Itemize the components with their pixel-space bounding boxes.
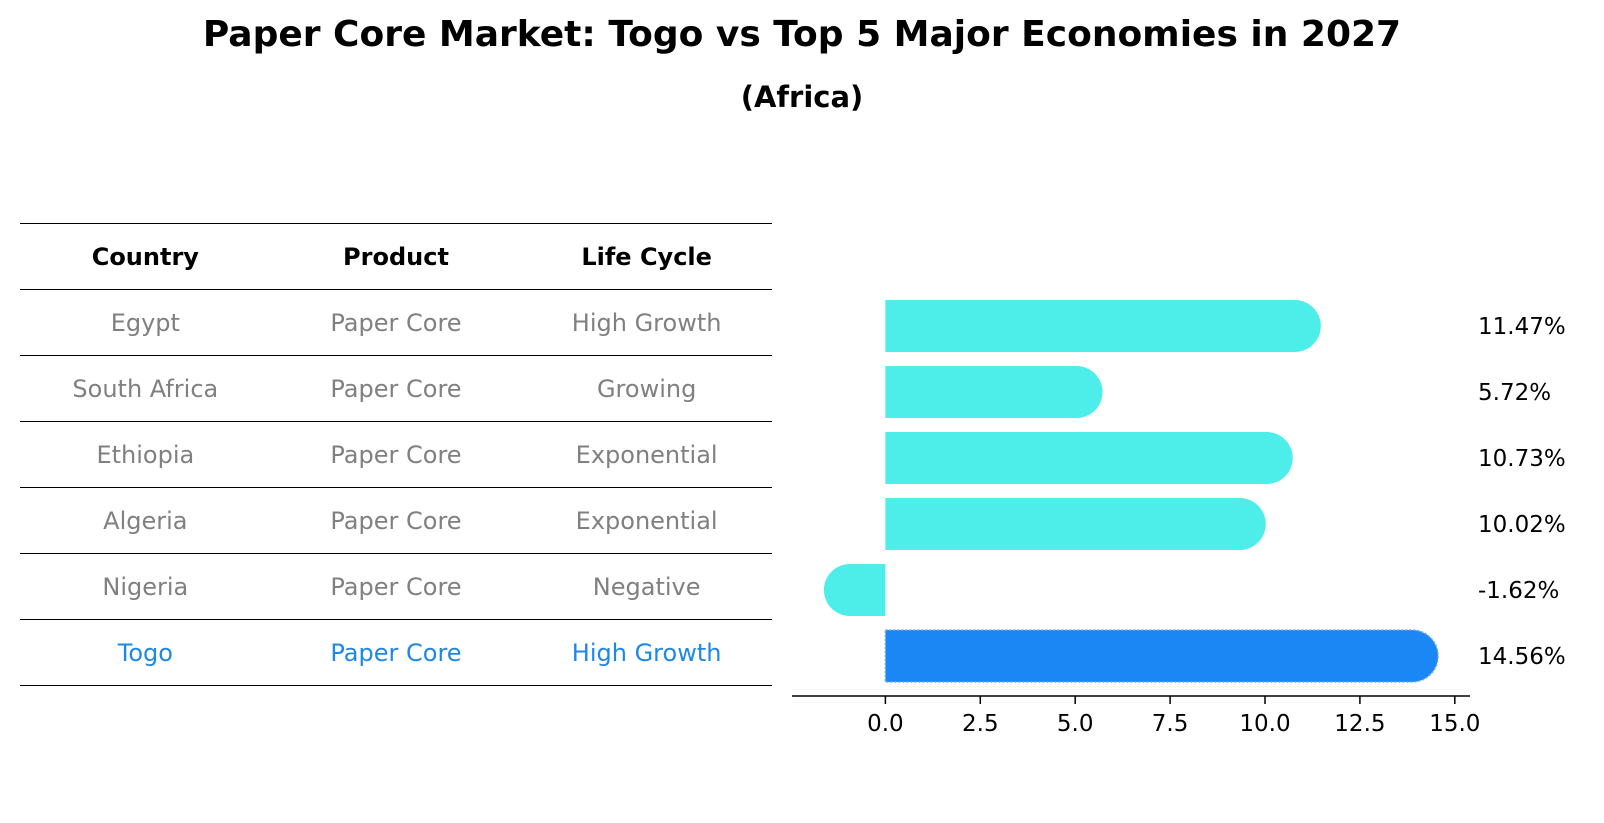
country-cell: Nigeria — [102, 572, 189, 601]
header-product: Product — [343, 242, 449, 271]
country-table: Country Product Life Cycle Egypt Paper C… — [20, 223, 772, 686]
bar — [885, 366, 1103, 418]
value-label: -1.62% — [1478, 578, 1559, 604]
life-cycle-cell: Exponential — [575, 440, 718, 469]
bar — [885, 432, 1293, 484]
country-cell: Ethiopia — [96, 440, 195, 469]
life-cycle-cell: Growing — [596, 374, 697, 403]
table-header-row: Country Product Life Cycle — [20, 224, 772, 290]
value-label: 14.56% — [1478, 644, 1566, 670]
product-cell: Paper Core — [330, 638, 462, 667]
value-label: 5.72% — [1478, 380, 1551, 406]
life-cycle-cell: Negative — [592, 572, 701, 601]
product-cell: Paper Core — [330, 572, 462, 601]
x-tick-label: 5.0 — [1057, 711, 1094, 737]
x-tick-label: 10.0 — [1239, 711, 1290, 737]
country-cell: Algeria — [103, 506, 188, 535]
product-cell: Paper Core — [330, 440, 462, 469]
life-cycle-cell: High Growth — [571, 308, 722, 337]
life-cycle-cell: Exponential — [575, 506, 718, 535]
header-life-cycle: Life Cycle — [581, 242, 712, 271]
table-row: Ethiopia Paper Core Exponential — [20, 422, 772, 488]
value-label: 10.02% — [1478, 512, 1566, 538]
table-row: Egypt Paper Core High Growth — [20, 290, 772, 356]
x-tick-label: 15.0 — [1429, 711, 1480, 737]
table-row: Algeria Paper Core Exponential — [20, 488, 772, 554]
value-label: 11.47% — [1478, 314, 1566, 340]
value-label: 10.73% — [1478, 446, 1566, 472]
x-tick-label: 2.5 — [962, 711, 999, 737]
country-cell: Egypt — [110, 308, 180, 337]
header-country: Country — [91, 242, 199, 271]
bar — [885, 498, 1266, 550]
table-row: Nigeria Paper Core Negative — [20, 554, 772, 620]
table-row-highlight: Togo Paper Core High Growth — [20, 620, 772, 686]
bar — [823, 564, 886, 616]
x-tick-label: 7.5 — [1152, 711, 1189, 737]
country-cell: Togo — [117, 638, 173, 667]
product-cell: Paper Core — [330, 308, 462, 337]
product-cell: Paper Core — [330, 506, 462, 535]
life-cycle-cell: High Growth — [571, 638, 722, 667]
chart-title: Paper Core Market: Togo vs Top 5 Major E… — [202, 14, 1402, 55]
chart-subtitle: (Africa) — [740, 80, 864, 114]
x-tick-label: 0.0 — [867, 711, 904, 737]
product-cell: Paper Core — [330, 374, 462, 403]
bar — [885, 300, 1321, 352]
country-cell: South Africa — [72, 374, 219, 403]
bar-highlight — [884, 629, 1439, 683]
x-tick-label: 12.5 — [1334, 711, 1385, 737]
table-row: South Africa Paper Core Growing — [20, 356, 772, 422]
